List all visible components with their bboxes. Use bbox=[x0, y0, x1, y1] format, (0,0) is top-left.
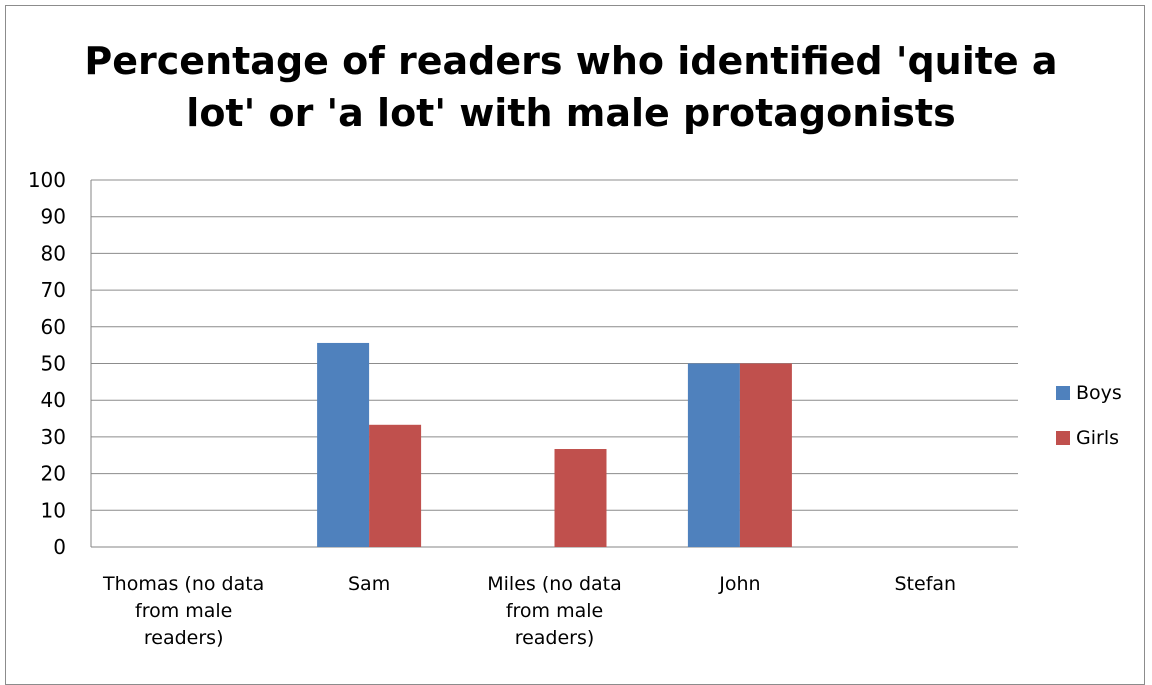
y-tick-label: 90 bbox=[41, 205, 66, 229]
x-category-label: Thomas (no data bbox=[102, 573, 264, 595]
bar-girls-1 bbox=[369, 424, 422, 547]
y-tick-label: 100 bbox=[28, 168, 66, 192]
y-tick-label: 50 bbox=[41, 352, 66, 376]
y-tick-label: 10 bbox=[41, 498, 66, 522]
legend-swatch-boys bbox=[1056, 386, 1070, 400]
x-category-label: from male bbox=[135, 600, 232, 622]
bar-chart: Percentage of readers who identified 'qu… bbox=[28, 39, 1122, 649]
legend-swatch-girls bbox=[1056, 431, 1070, 445]
y-tick-label: 0 bbox=[53, 535, 66, 559]
legend: Boys Girls bbox=[1056, 382, 1122, 449]
y-tick-label: 30 bbox=[41, 425, 66, 449]
y-tick-label: 80 bbox=[41, 241, 66, 265]
bar-boys-1 bbox=[317, 342, 370, 547]
x-category-label: John bbox=[718, 573, 760, 595]
x-category-label: Miles (no data bbox=[487, 573, 622, 595]
x-category-label: from male bbox=[506, 600, 603, 622]
x-axis-categories: Thomas (no data from male readers) Sam Miles… bbox=[102, 573, 956, 649]
legend-label-boys: Boys bbox=[1076, 382, 1122, 404]
y-tick-label: 70 bbox=[41, 278, 66, 302]
bar-boys-3 bbox=[687, 363, 740, 547]
gridlines bbox=[90, 179, 1018, 548]
legend-label-girls: Girls bbox=[1076, 427, 1119, 449]
chart-frame: Percentage of readers who identified 'qu… bbox=[5, 5, 1145, 685]
y-tick-label: 60 bbox=[41, 315, 66, 339]
y-tick-label: 40 bbox=[41, 388, 66, 412]
y-tick-label: 20 bbox=[41, 462, 66, 486]
bar-girls-3 bbox=[739, 363, 792, 547]
chart-title-line: lot' or 'a lot' with male protagonists bbox=[186, 91, 955, 135]
chart-title-line: Percentage of readers who identified 'qu… bbox=[84, 39, 1057, 83]
x-category-label: readers) bbox=[515, 627, 595, 649]
x-category-label: readers) bbox=[144, 627, 224, 649]
bars bbox=[317, 342, 792, 547]
x-category-label: Stefan bbox=[895, 573, 957, 595]
chart-title: Percentage of readers who identified 'qu… bbox=[84, 39, 1057, 135]
x-category-label: Sam bbox=[348, 573, 390, 595]
y-axis-ticks: 0 10 20 30 40 50 60 70 80 90 100 bbox=[28, 168, 66, 559]
bar-girls-2 bbox=[554, 449, 607, 547]
